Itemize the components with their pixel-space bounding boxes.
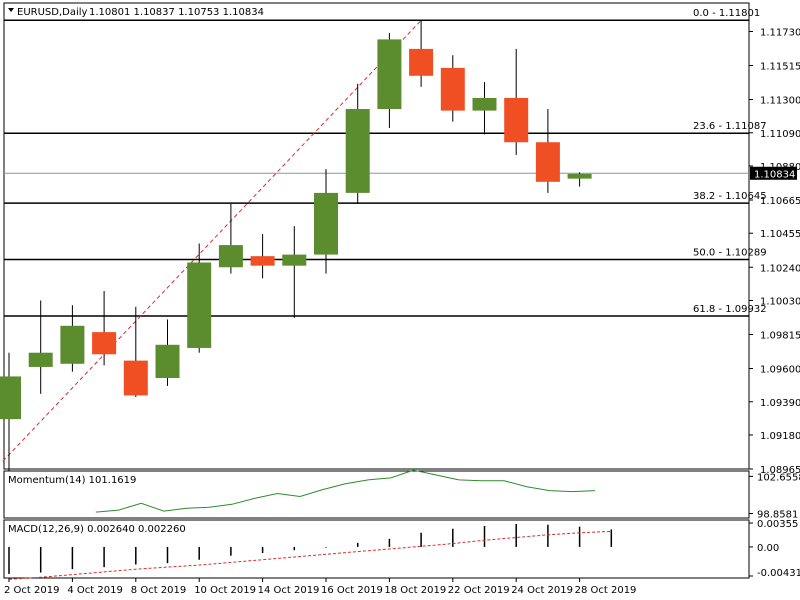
- candle-body: [504, 97, 529, 143]
- candle-body: [314, 192, 338, 255]
- candle: [187, 243, 212, 353]
- fib-level-label: 23.6 - 1.11087: [693, 121, 767, 132]
- candle: [345, 83, 370, 204]
- candle: [92, 290, 117, 366]
- fib-level-label: 61.8 - 1.09932: [693, 304, 767, 315]
- time-tick-label: 16 Oct 2019: [321, 585, 383, 596]
- candle: [60, 305, 85, 372]
- momentum-tick-label: 98.8581: [757, 509, 798, 520]
- fib-level-label: 50.0 - 1.10289: [693, 247, 767, 258]
- candle-body: [187, 262, 212, 348]
- candle: [250, 234, 275, 279]
- candle: [472, 82, 497, 135]
- candle: [504, 48, 529, 155]
- macd-tick-label: 0.00: [757, 543, 779, 554]
- candle-body: [409, 48, 434, 76]
- price-tick-label: 1.08965: [760, 465, 800, 476]
- time-axis: 2 Oct 2019 4 Oct 2019 8 Oct 2019 10 Oct 201…: [4, 578, 636, 596]
- candle: [314, 169, 338, 274]
- ohlc-readout: 1.10801 1.10837 1.10753 1.10834: [89, 7, 264, 18]
- candle: [28, 300, 53, 394]
- time-tick-label: 18 Oct 2019: [384, 585, 446, 596]
- candle-body: [92, 332, 117, 355]
- candle: [567, 172, 592, 187]
- time-tick-label: 22 Oct 2019: [448, 585, 510, 596]
- price-tick-label: 1.09815: [760, 331, 800, 342]
- candle: [282, 226, 307, 318]
- candle-body: [28, 352, 53, 367]
- candle-body: [345, 109, 370, 193]
- current-price-label: 1.10834: [750, 166, 797, 180]
- candle-body: [60, 325, 85, 364]
- fibonacci-levels: 0.0 - 1.11801 23.6 - 1.11087 38.2 - 1.1064…: [4, 8, 767, 317]
- time-tick-label: 2 Oct 2019: [4, 585, 59, 596]
- time-tick-label: 14 Oct 2019: [258, 585, 320, 596]
- macd-axis: 0.00355 0.00 -0.004313: [749, 519, 800, 579]
- candle-body: [440, 67, 465, 111]
- price-tick-label: 1.09600: [760, 365, 800, 376]
- frames: [3, 2, 750, 579]
- candle-body: [155, 344, 180, 379]
- main-title: EURUSD,Daily 1.10801 1.10837 1.10753 1.1…: [8, 7, 264, 18]
- price-tick-label: 1.09390: [760, 398, 800, 409]
- time-tick-label: 8 Oct 2019: [131, 585, 186, 596]
- candle-body: [250, 256, 275, 266]
- price-tick-label: 1.10240: [760, 263, 800, 274]
- candle-body: [567, 173, 592, 179]
- time-tick-label: 10 Oct 2019: [194, 585, 256, 596]
- candle: [409, 20, 434, 87]
- dropdown-triangle-icon[interactable]: [8, 8, 14, 12]
- momentum-title: Momentum(14) 101.1619: [8, 475, 136, 486]
- candle-body: [282, 254, 307, 266]
- macd-tick-label: 0.00355: [757, 519, 798, 530]
- macd-tick-label: -0.004313: [757, 568, 800, 579]
- price-tick-label: 1.09180: [760, 431, 800, 442]
- candle: [535, 109, 560, 193]
- candle: [123, 306, 148, 398]
- fibonacci-trend-line[interactable]: [2, 20, 422, 462]
- candle-body: [535, 142, 560, 182]
- momentum-tick-label: 102.6558: [757, 472, 800, 483]
- candle: [218, 203, 243, 274]
- price-tick-label: 1.10030: [760, 296, 800, 307]
- macd-histogram: [8, 524, 613, 574]
- fib-level-label: 0.0 - 1.11801: [693, 8, 760, 19]
- candle: [440, 55, 465, 122]
- fib-level-label: 38.2 - 1.10645: [693, 191, 767, 202]
- candle: [377, 33, 402, 129]
- candle: [0, 352, 21, 472]
- time-tick-label: 28 Oct 2019: [575, 585, 637, 596]
- price-axis: 1.117301.115151.113001.110901.108801.106…: [749, 27, 800, 476]
- symbol-title: EURUSD,Daily: [17, 7, 88, 18]
- momentum-axis: 102.6558 98.8581: [749, 472, 800, 520]
- price-tick-label: 1.10455: [760, 229, 800, 240]
- time-tick-label: 4 Oct 2019: [67, 585, 122, 596]
- price-tick-label: 1.11300: [760, 96, 800, 107]
- candle-body: [0, 376, 21, 420]
- current-price-text: 1.10834: [754, 169, 795, 180]
- macd-signal-line: [8, 530, 612, 580]
- candlesticks: [0, 20, 592, 472]
- candle: [155, 319, 180, 386]
- time-tick-label: 24 Oct 2019: [511, 585, 573, 596]
- price-tick-label: 1.10665: [760, 196, 800, 207]
- candle-body: [123, 360, 148, 396]
- macd-title: MACD(12,26,9) 0.002640 0.002260: [8, 524, 186, 535]
- price-tick-label: 1.11090: [760, 129, 800, 140]
- candle-body: [472, 97, 497, 111]
- price-tick-label: 1.11515: [760, 62, 800, 73]
- candle-body: [377, 39, 402, 110]
- candle-body: [218, 245, 243, 268]
- momentum-line: [95, 469, 596, 513]
- price-tick-label: 1.11730: [760, 27, 800, 38]
